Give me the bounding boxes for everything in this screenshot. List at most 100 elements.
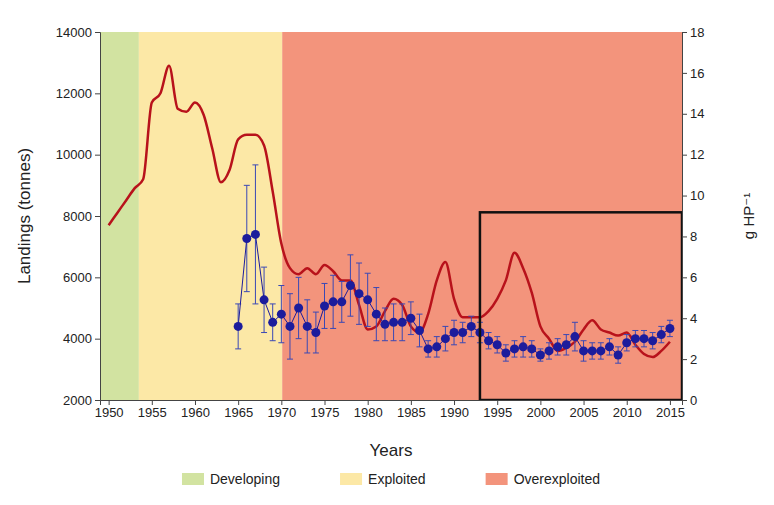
tick-label: 1980 (354, 405, 383, 420)
error-cap (425, 340, 431, 341)
point (337, 297, 346, 306)
marks (100, 32, 682, 400)
error-cap (408, 301, 414, 302)
error-cap (589, 359, 595, 360)
tick-label: 12 (690, 147, 704, 162)
error-cap (296, 277, 302, 278)
tick-label: 2000 (63, 393, 92, 408)
tick: 2010 (613, 400, 642, 420)
x-axis-title: Years (370, 441, 413, 460)
tick-label: 2010 (613, 405, 642, 420)
tick-label: 1970 (267, 405, 296, 420)
error-cap (598, 359, 604, 360)
error-cap (460, 322, 466, 323)
tick-label: 1975 (311, 405, 340, 420)
error-cap (399, 340, 405, 341)
point (424, 344, 433, 353)
point (622, 338, 631, 347)
error-cap (270, 340, 276, 341)
legend-label: Developing (210, 471, 280, 487)
tick: 1975 (311, 400, 340, 420)
legend-item: Overexploited (486, 471, 600, 487)
error-cap (537, 361, 543, 362)
band (100, 32, 139, 400)
point (251, 230, 260, 239)
error-cap (486, 332, 492, 333)
error-cap (373, 340, 379, 341)
tick: 1965 (224, 400, 253, 420)
error-cap (261, 332, 267, 333)
error-cap (494, 336, 500, 337)
point (519, 342, 528, 351)
tick-mark (95, 32, 100, 33)
error-cap (511, 340, 517, 341)
error-cap (555, 355, 561, 356)
error-cap (391, 303, 397, 304)
tick: 1985 (397, 400, 426, 420)
tick: 1955 (138, 400, 167, 420)
tick: 8000 (63, 209, 100, 224)
point (665, 324, 674, 333)
tick: 14 (682, 106, 704, 121)
point (588, 346, 597, 355)
point (527, 344, 536, 353)
error-cap (287, 293, 293, 294)
error-cap (296, 338, 302, 339)
tick-mark (95, 277, 100, 278)
error-cap (399, 303, 405, 304)
tick-label: 2015 (656, 405, 685, 420)
point (268, 318, 277, 327)
point (570, 332, 579, 341)
error-cap (503, 361, 509, 362)
error-cap (330, 328, 336, 329)
tick-mark (682, 73, 687, 74)
point (441, 334, 450, 343)
error-cap (606, 355, 612, 356)
tick: 4000 (63, 331, 100, 346)
tick-label: 2005 (570, 405, 599, 420)
tick: 8 (682, 229, 697, 244)
tick: 1950 (95, 400, 124, 420)
y2-axis: 024681012141618 (682, 25, 704, 408)
axis-line (683, 33, 688, 401)
error-cap (442, 350, 448, 351)
error-cap (511, 357, 517, 358)
tick-label: 8 (690, 229, 697, 244)
point (657, 330, 666, 339)
point (415, 326, 424, 335)
error-cap (615, 346, 621, 347)
point (510, 344, 519, 353)
tick: 1990 (440, 400, 469, 420)
point (277, 310, 286, 319)
error-cap (658, 342, 664, 343)
tick: 1980 (354, 400, 383, 420)
tick-label: 1955 (138, 405, 167, 420)
error-cap (615, 363, 621, 364)
error-cap (641, 330, 647, 331)
error-cap (589, 342, 595, 343)
error-cap (313, 312, 319, 313)
point (285, 322, 294, 331)
point (467, 322, 476, 331)
tick-mark (682, 318, 687, 319)
error-cap (650, 348, 656, 349)
error-cap (339, 281, 345, 282)
points (234, 230, 675, 360)
error-cap (278, 342, 284, 343)
point (389, 318, 398, 327)
error-cap (650, 332, 656, 333)
y2-axis-title: g HP⁻¹ (740, 193, 757, 239)
tick-label: 4000 (63, 331, 92, 346)
tick-label: 1950 (95, 405, 124, 420)
error-cap (365, 273, 371, 274)
point (545, 346, 554, 355)
connector (238, 234, 670, 355)
error-cap (235, 348, 241, 349)
tick-mark (682, 114, 687, 115)
error-cap (572, 350, 578, 351)
y-axis: 2000400060008000100001200014000 (56, 25, 101, 408)
error-cap (347, 254, 353, 255)
error-cap (529, 357, 535, 358)
tick-label: 12000 (56, 86, 92, 101)
point (320, 301, 329, 310)
